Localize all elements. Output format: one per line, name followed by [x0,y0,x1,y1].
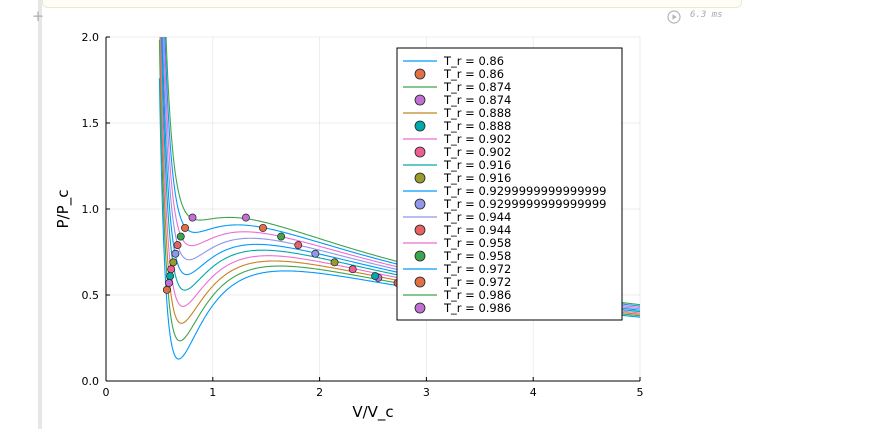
plus-icon[interactable]: + [31,7,45,25]
legend-marker-swatch [414,276,426,288]
legend-label: T_r = 0.916 [443,171,511,185]
marker-point [188,213,197,222]
x-axis-label: V/V_c [352,403,393,422]
cell-margin [38,0,42,429]
marker-point [371,272,380,281]
legend-label: T_r = 0.888 [443,119,511,133]
legend-marker-swatch [414,224,426,236]
axes: 0 1 2 3 4 5 0.0 0.5 1.0 1.5 2.0 [82,31,644,399]
play-circle-icon[interactable] [667,9,681,24]
legend-marker-swatch [414,250,426,262]
marker-point [311,249,320,258]
marker-point [166,272,175,281]
runtime-label: 6.3 ms [690,10,723,20]
marker-point [241,213,250,222]
legend-label: T_r = 0.86 [443,54,504,68]
legend-marker-swatch [414,68,426,80]
legend-label: T_r = 0.944 [443,223,511,237]
legend-label: T_r = 0.902 [443,145,511,159]
legend-label: T_r = 0.972 [443,275,511,289]
marker-point [167,265,176,274]
marker-point [169,258,178,267]
marker-point [259,223,267,232]
legend-marker-swatch [414,302,426,314]
marker-point [171,249,180,258]
legend-label: T_r = 0.986 [443,301,511,315]
marker-point [173,241,182,250]
legend-label: T_r = 0.944 [443,210,511,224]
x-tick-label: 2 [316,386,323,399]
y-tick-label: 1.0 [82,203,100,216]
marker-point [162,285,171,294]
marker-point [165,279,173,287]
y-tick-label: 0.0 [82,375,100,388]
x-tick-label: 1 [209,386,216,399]
legend-label: T_r = 0.916 [443,158,511,172]
legend-label: T_r = 0.902 [443,132,511,146]
legend-label: T_r = 0.874 [443,80,511,94]
marker-point [176,232,185,241]
y-tick-label: 2.0 [82,31,100,44]
legend-label: T_r = 0.874 [443,93,511,107]
previous-cell-output [42,0,742,8]
marker-point [181,223,189,232]
marker-point [330,258,339,267]
legend-marker-swatch [414,120,426,132]
x-tick-label: 4 [530,386,537,399]
legend-label: T_r = 0.86 [443,67,504,81]
x-tick-label: 5 [637,386,644,399]
legend-label: T_r = 0.958 [443,249,511,263]
y-tick-label: 0.5 [82,289,100,302]
marker-point [348,265,357,274]
x-tick-label: 3 [423,386,430,399]
y-tick-label: 1.5 [82,117,100,130]
legend-marker-swatch [414,94,426,106]
legend-label: T_r = 0.958 [443,236,511,250]
legend-marker-swatch [414,172,426,184]
legend-label: T_r = 0.986 [443,288,511,302]
legend-marker-swatch [414,146,426,158]
legend-box [396,47,623,321]
x-tick-label: 0 [103,386,110,399]
legend-label: T_r = 0.9299999999999999 [443,184,607,198]
marker-point [277,232,286,241]
legend-marker-swatch [414,198,426,210]
marker-point [294,241,303,250]
legend-label: T_r = 0.972 [443,262,511,276]
legend-label: T_r = 0.888 [443,106,511,120]
y-axis-label: P/P_c [54,190,73,229]
legend-label: T_r = 0.9299999999999999 [443,197,607,211]
